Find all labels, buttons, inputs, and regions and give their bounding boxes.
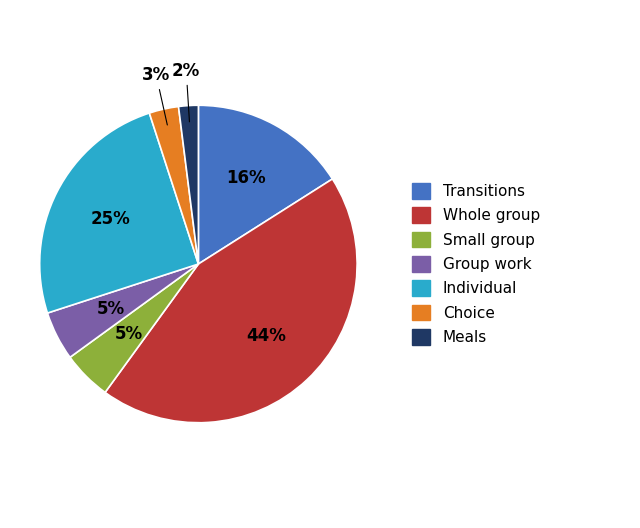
Text: 3%: 3% xyxy=(142,66,170,125)
Wedge shape xyxy=(105,179,357,423)
Text: 5%: 5% xyxy=(97,300,125,318)
Text: 5%: 5% xyxy=(115,325,143,343)
Text: 16%: 16% xyxy=(226,169,266,187)
Wedge shape xyxy=(70,264,198,392)
Wedge shape xyxy=(198,105,332,264)
Wedge shape xyxy=(149,107,198,264)
Wedge shape xyxy=(179,105,198,264)
Text: 44%: 44% xyxy=(246,327,285,345)
Wedge shape xyxy=(40,113,198,313)
Wedge shape xyxy=(47,264,198,357)
Legend: Transitions, Whole group, Small group, Group work, Individual, Choice, Meals: Transitions, Whole group, Small group, G… xyxy=(404,175,548,353)
Text: 2%: 2% xyxy=(172,62,200,122)
Text: 25%: 25% xyxy=(91,210,131,228)
